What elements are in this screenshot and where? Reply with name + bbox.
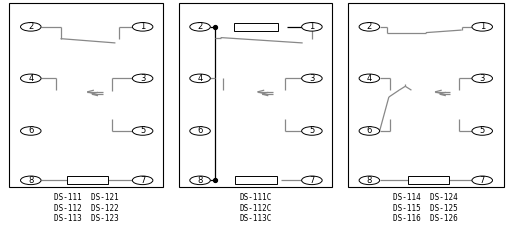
Circle shape [21,22,41,31]
Circle shape [302,176,322,185]
Text: 6: 6 [367,126,372,136]
Circle shape [472,127,492,135]
Circle shape [132,176,153,185]
Text: 5: 5 [309,126,314,136]
Text: 8: 8 [28,176,33,185]
Text: 6: 6 [28,126,33,136]
Circle shape [302,22,322,31]
Circle shape [190,176,210,185]
Circle shape [21,127,41,135]
Text: DS-111  DS-121
DS-112  DS-122
DS-113  DS-123: DS-111 DS-121 DS-112 DS-122 DS-113 DS-12… [54,193,119,223]
Text: 4: 4 [28,74,33,83]
Text: 2: 2 [198,22,203,31]
Text: 7: 7 [140,176,145,185]
Circle shape [472,176,492,185]
Bar [179,3,332,187]
Text: 5: 5 [480,126,485,136]
Bar [235,176,277,184]
Text: 7: 7 [480,176,485,185]
Text: 8: 8 [367,176,372,185]
Text: 6: 6 [198,126,203,136]
Circle shape [132,127,153,135]
Bar [67,176,108,184]
Text: 4: 4 [367,74,372,83]
Circle shape [132,74,153,83]
Circle shape [21,74,41,83]
Text: 4: 4 [198,74,203,83]
Bar [408,176,449,184]
Circle shape [190,74,210,83]
Text: 1: 1 [309,22,314,31]
Text: DS-111C
DS-112C
DS-113C: DS-111C DS-112C DS-113C [239,193,272,223]
Circle shape [132,22,153,31]
Circle shape [21,176,41,185]
Bar [234,23,278,31]
Circle shape [302,127,322,135]
Circle shape [190,127,210,135]
Circle shape [302,74,322,83]
Circle shape [190,22,210,31]
Text: 3: 3 [480,74,485,83]
Text: 7: 7 [309,176,314,185]
Circle shape [472,22,492,31]
Circle shape [359,176,380,185]
Text: 2: 2 [28,22,33,31]
Text: 3: 3 [309,74,314,83]
Text: DS-114  DS-124
DS-115  DS-125
DS-116  DS-126: DS-114 DS-124 DS-115 DS-125 DS-116 DS-12… [393,193,458,223]
Circle shape [359,22,380,31]
Text: 2: 2 [367,22,372,31]
Text: 3: 3 [140,74,145,83]
Circle shape [359,127,380,135]
Text: 5: 5 [140,126,145,136]
Text: 1: 1 [480,22,485,31]
Bar [9,3,163,187]
Circle shape [472,74,492,83]
Text: 1: 1 [140,22,145,31]
Bar [348,3,504,187]
Circle shape [359,74,380,83]
Text: 8: 8 [198,176,203,185]
